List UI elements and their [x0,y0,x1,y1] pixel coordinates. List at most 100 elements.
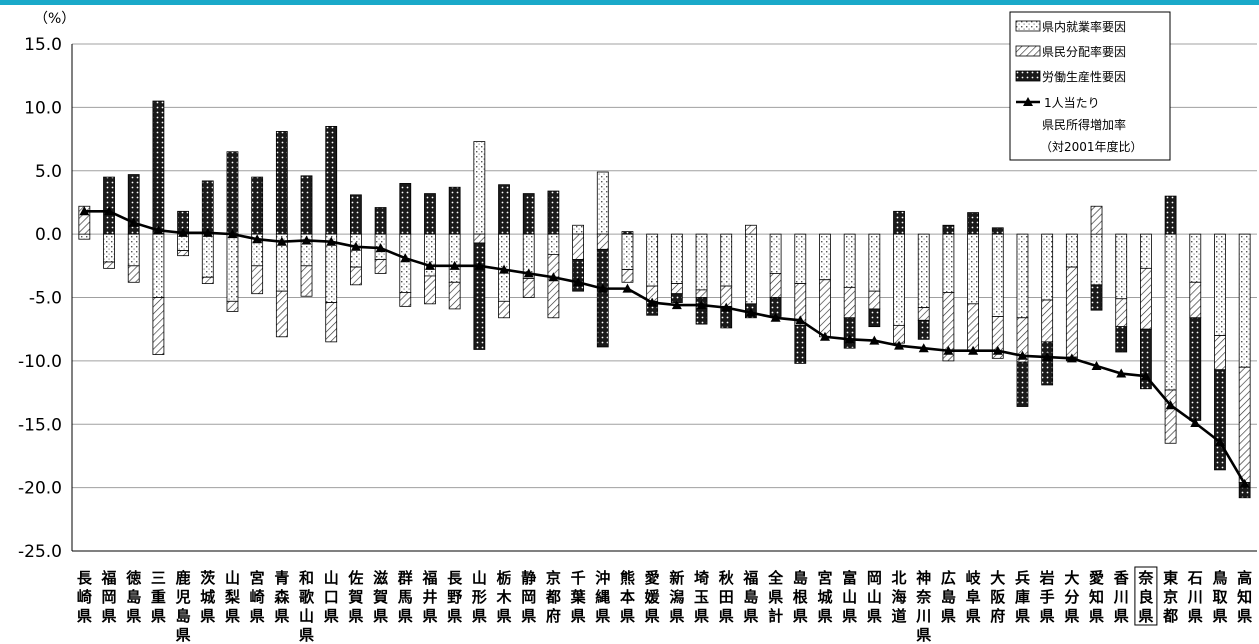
x-tick-label: 埼玉県 [694,569,709,625]
income-growth-point [647,297,658,307]
x-tick-char: 奈 [915,588,932,606]
y-tick-label: 15.0 [24,35,62,55]
income-growth-point [1190,417,1201,427]
x-tick-char: 県 [793,607,808,625]
x-tick-char: 県 [743,607,758,625]
y-tick-label: 10.0 [24,98,62,118]
bar-productivity [991,227,1004,235]
bar-productivity [473,242,486,350]
bar-employment [843,233,856,288]
x-tick-char: 県 [250,607,265,625]
bar-productivity [226,151,239,235]
x-tick-char: 和 [299,569,314,587]
x-tick-char: 香 [1114,569,1129,587]
income-growth-point [696,300,707,310]
bar-employment [547,233,560,255]
bar-distribution [152,297,165,355]
x-tick-char: 根 [793,588,808,606]
bar-distribution [917,307,930,321]
x-tick-char: 縄 [595,588,610,606]
x-tick-char: 県 [521,607,536,625]
bar-productivity [152,100,165,235]
x-tick-char: 県 [867,607,882,625]
y-tick-label: 5.0 [35,162,62,182]
x-tick-char: 児 [175,588,191,606]
x-tick-char: 青 [274,569,289,587]
x-tick-char: 秋 [719,569,735,587]
x-tick-label: 富山県 [842,569,857,625]
x-tick-char: 県 [817,607,832,625]
x-tick-char: 分 [1064,588,1079,606]
income-growth-point [326,236,337,246]
x-tick-char: 静 [521,569,536,587]
x-tick-char: 県 [645,607,660,625]
bar-employment [1041,233,1054,301]
legend-triangle-marker [1023,97,1033,106]
x-tick-char: 賀 [347,588,363,606]
bar-distribution [942,292,955,362]
bar-distribution [177,250,189,257]
bar-productivity [794,324,807,364]
x-tick-char: 岡 [102,588,117,606]
x-tick-label: 秋田県 [719,569,735,625]
x-tick-char: 埼 [694,569,709,587]
bar-distribution [350,266,362,286]
bar-productivity [275,131,288,235]
x-tick-char: 山 [842,588,857,606]
legend-swatch-employment [1015,20,1041,32]
bar-distribution [1041,299,1054,343]
bar-distribution [1164,389,1177,444]
bar-employment [745,233,757,305]
bar-employment [448,233,461,283]
income-growth-point [1066,353,1077,363]
top-accent-bar [0,0,1259,5]
x-tick-char: 佐 [347,569,363,587]
x-tick-char: 城 [817,588,832,606]
y-unit-label: （%） [34,11,75,27]
x-tick-char: 県 [126,607,141,625]
bar-productivity [1140,328,1152,390]
legend-label-income-2: 県民所得増加率 [1042,117,1126,132]
x-tick-label: 長崎県 [77,569,93,625]
x-tick-char: 県 [1212,607,1227,625]
x-tick-char: 県 [842,607,857,625]
bar-distribution [745,224,757,235]
legend-swatch-distribution [1015,45,1041,57]
x-tick-label: 鳥取県 [1212,569,1228,625]
x-tick-char: 福 [742,569,758,587]
bar-employment [917,233,930,309]
x-tick-label: 静岡県 [521,569,536,625]
x-tick-label: 福島県 [742,569,758,625]
x-tick-char: 葉 [570,588,587,606]
y-tick-label: -10.0 [18,352,62,372]
income-growth-point [227,229,238,239]
income-growth-point [252,234,263,244]
bar-productivity [1189,317,1202,421]
x-tick-char: 道 [892,607,907,625]
x-tick-label: 愛媛県 [644,569,661,625]
x-tick-char: 東 [1163,569,1178,587]
x-tick-char: 木 [496,588,513,606]
bar-employment [893,233,905,326]
x-tick-label: 山口県 [324,569,339,625]
bar-distribution [1115,298,1128,328]
income-growth-point [1214,436,1225,446]
income-growth-point [968,345,979,355]
income-growth-point [597,283,608,293]
x-tick-label: 岡山県 [867,569,882,625]
x-tick-char: 広 [941,569,956,587]
x-tick-char: 島 [176,607,191,625]
bar-distribution [1238,366,1251,483]
x-tick-char: 県 [299,626,314,644]
x-tick-char: 奈 [1137,569,1154,587]
x-tick-char: 京 [1163,588,1178,606]
income-growth-point [153,225,164,235]
x-tick-char: 良 [1138,588,1153,606]
income-growth-point [721,302,732,312]
x-tick-char: 県 [422,607,437,625]
bar-employment [646,233,659,287]
income-growth-point [671,300,682,310]
x-tick-char: 府 [990,607,1005,625]
